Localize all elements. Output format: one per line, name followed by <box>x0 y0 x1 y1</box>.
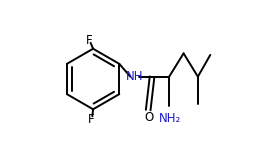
Text: F: F <box>88 113 95 126</box>
Text: NH: NH <box>126 70 144 83</box>
Text: F: F <box>86 34 93 47</box>
Text: NH₂: NH₂ <box>159 112 181 125</box>
Text: O: O <box>145 111 154 124</box>
